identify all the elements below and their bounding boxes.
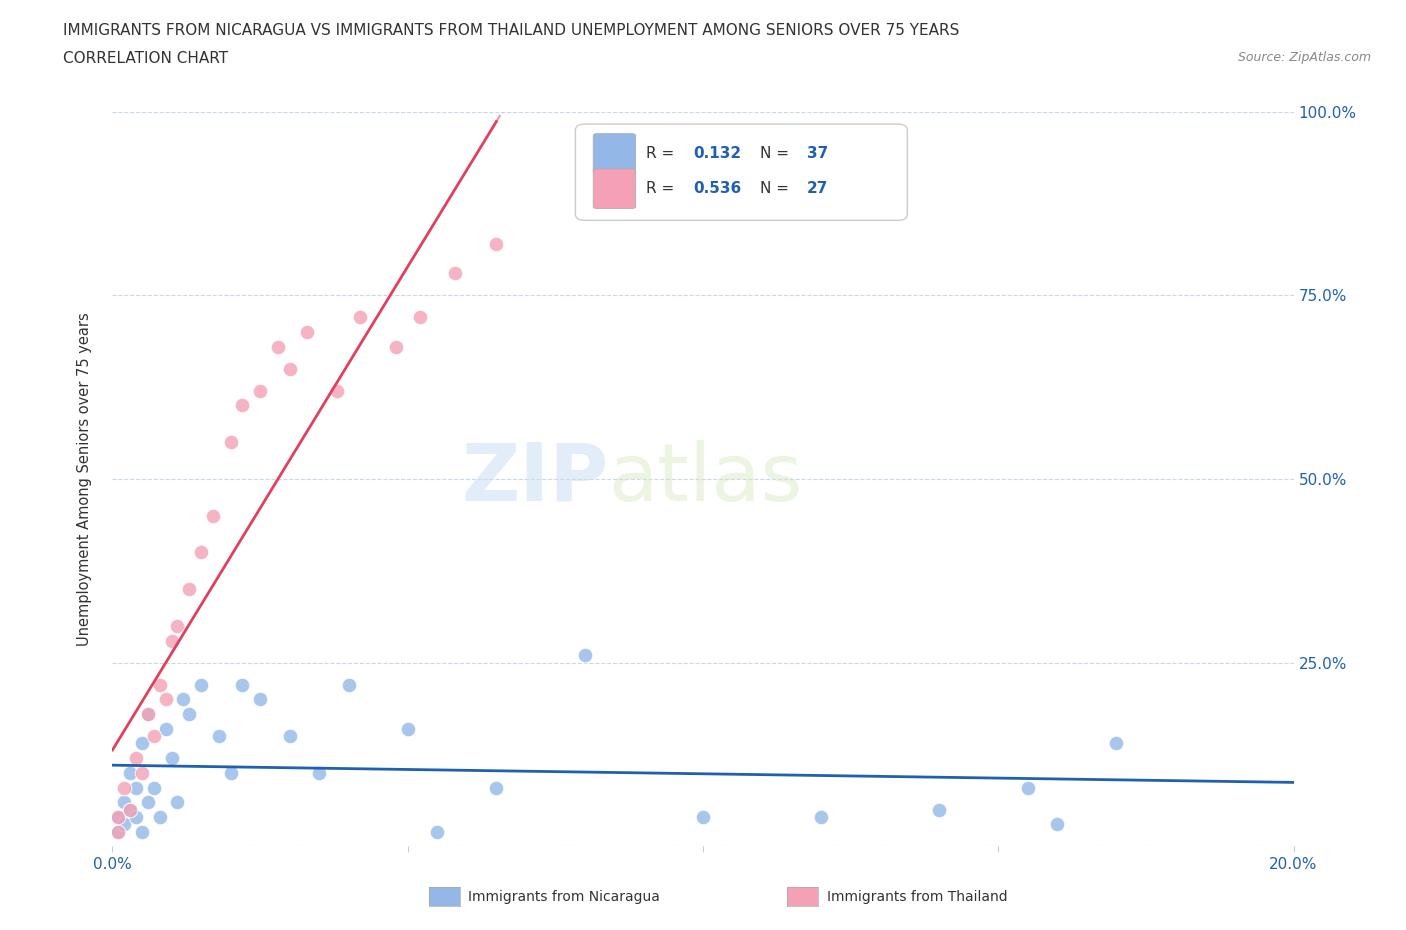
Point [1046,817,1069,831]
Text: 0.132: 0.132 [693,146,742,161]
Point [267,339,290,354]
Point [136,707,159,722]
Point [190,545,212,560]
Text: Source: ZipAtlas.com: Source: ZipAtlas.com [1237,51,1371,64]
Point [219,765,242,780]
Point [249,383,271,398]
Point [190,677,212,692]
Point [166,795,188,810]
Point [107,824,129,839]
Point [201,508,224,523]
Point [160,751,183,765]
Point [278,729,301,744]
Point [131,736,153,751]
Point [231,398,253,413]
Point [149,677,172,692]
Text: CORRELATION CHART: CORRELATION CHART [63,51,228,66]
Point [112,795,135,810]
Point [249,692,271,707]
Point [131,824,153,839]
Point [142,729,165,744]
Point [112,780,135,795]
Point [179,707,201,722]
Point [385,339,408,354]
Text: 27: 27 [807,181,828,196]
Point [120,802,142,817]
Point [485,236,508,251]
Text: ZIP: ZIP [461,440,609,518]
Text: 37: 37 [807,146,828,161]
Point [396,722,419,737]
FancyBboxPatch shape [575,124,907,220]
Point [136,795,159,810]
Point [155,722,177,737]
Point [142,780,165,795]
Point [125,780,148,795]
Point [107,809,129,824]
Point [120,802,142,817]
Point [172,692,194,707]
FancyBboxPatch shape [593,134,636,173]
Point [692,809,714,824]
Point [155,692,177,707]
Point [278,361,301,376]
Point [574,648,596,663]
Point [166,618,188,633]
Text: Immigrants from Nicaragua: Immigrants from Nicaragua [468,889,659,904]
Text: N =: N = [759,146,793,161]
Point [1105,736,1128,751]
Point [426,824,449,839]
Point [208,729,231,744]
Point [349,310,371,325]
Point [928,802,950,817]
Text: R =: R = [647,181,679,196]
FancyBboxPatch shape [593,169,636,208]
Point [1017,780,1039,795]
Point [326,383,349,398]
Point [337,677,360,692]
Point [219,435,242,450]
Point [408,310,430,325]
Point [125,751,148,765]
Point [231,677,253,692]
Point [112,817,135,831]
Point [810,809,832,824]
Point [485,780,508,795]
Text: IMMIGRANTS FROM NICARAGUA VS IMMIGRANTS FROM THAILAND UNEMPLOYMENT AMONG SENIORS: IMMIGRANTS FROM NICARAGUA VS IMMIGRANTS … [63,23,960,38]
Point [297,325,319,339]
Point [136,707,159,722]
Point [120,765,142,780]
Text: N =: N = [759,181,793,196]
Text: 0.536: 0.536 [693,181,742,196]
Point [444,266,467,281]
Text: Immigrants from Thailand: Immigrants from Thailand [827,889,1007,904]
Point [160,633,183,648]
Point [308,765,330,780]
Text: atlas: atlas [609,440,803,518]
Point [179,582,201,597]
Y-axis label: Unemployment Among Seniors over 75 years: Unemployment Among Seniors over 75 years [77,312,91,645]
Point [107,809,129,824]
Point [131,765,153,780]
Point [149,809,172,824]
Text: R =: R = [647,146,679,161]
Point [107,824,129,839]
Point [125,809,148,824]
